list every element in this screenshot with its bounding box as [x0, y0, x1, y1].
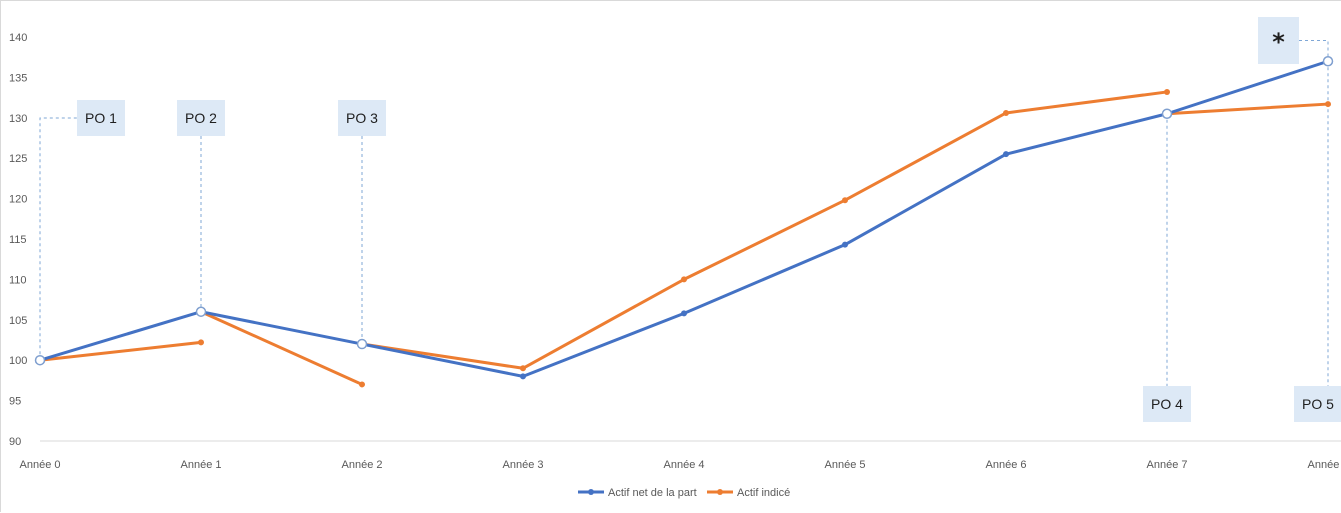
data-point-actif-indice: [359, 381, 365, 388]
po-label-box: [177, 100, 225, 136]
series-line-actif-indice: [38, 340, 203, 362]
data-point-actif-net: [842, 241, 848, 248]
x-tick-label: Année 8: [1308, 459, 1341, 471]
po-label-box: [1143, 386, 1191, 422]
x-tick-label: Année 5: [825, 459, 866, 471]
y-tick-label: 90: [9, 436, 21, 448]
y-tick-label: 95: [9, 396, 21, 408]
po-label: PO 2: [185, 110, 217, 126]
series-line-actif-indice: [1165, 102, 1330, 116]
data-point-actif-indice: [1164, 88, 1170, 95]
po-label-box: [77, 100, 125, 136]
x-tick-label: Année 2: [342, 459, 383, 471]
star-label-box: [1258, 17, 1299, 64]
po-leader-line: [39, 117, 77, 361]
x-tick-label: Année 7: [1147, 459, 1188, 471]
po-label: PO 5: [1302, 396, 1334, 412]
data-point-actif-net: [356, 338, 368, 350]
y-tick-label: 100: [9, 355, 27, 367]
po-label-box: [1294, 386, 1341, 422]
y-tick-label: 105: [9, 315, 27, 327]
data-point-actif-net: [1322, 55, 1334, 67]
data-point-actif-net: [195, 306, 207, 317]
legend-label: Actif indicé: [737, 487, 790, 499]
star-label: *: [1272, 28, 1285, 56]
data-point-actif-indice: [198, 339, 204, 346]
y-tick-label: 110: [9, 274, 27, 286]
data-point-actif-net: [520, 373, 526, 380]
series-line-actif-indice: [360, 90, 1169, 370]
y-tick-label: 125: [9, 153, 27, 165]
data-point-actif-indice: [842, 197, 848, 204]
y-tick-label: 135: [9, 72, 27, 84]
series-line-actif-net: [38, 59, 1330, 378]
po-label-box: [338, 100, 386, 136]
y-tick-label: 115: [9, 234, 27, 246]
data-point-actif-net: [681, 310, 687, 317]
data-point-actif-indice: [1325, 101, 1331, 108]
x-tick-label: Année 6: [986, 459, 1027, 471]
data-point-actif-indice: [520, 365, 526, 372]
data-point-actif-net: [1003, 151, 1009, 158]
data-point-actif-indice: [1003, 109, 1009, 116]
series-line-actif-indice: [199, 310, 364, 386]
y-tick-label: 130: [9, 113, 27, 125]
legend-marker: [717, 489, 723, 495]
legend-label: Actif net de la part: [608, 487, 697, 499]
po-label: PO 4: [1151, 396, 1183, 412]
data-point-actif-net: [1161, 108, 1173, 120]
x-tick-label: Année 4: [664, 459, 705, 471]
data-point-actif-net: [34, 354, 46, 366]
x-tick-label: Année 3: [503, 459, 544, 471]
data-point-actif-indice: [681, 276, 687, 283]
y-tick-label: 120: [9, 194, 27, 206]
star-leader-line: [1299, 40, 1329, 62]
x-tick-label: Année 0: [20, 459, 61, 471]
po-label: PO 1: [85, 110, 117, 126]
po-label: PO 3: [346, 110, 378, 126]
legend-marker: [588, 489, 594, 495]
x-tick-label: Année 1: [181, 459, 222, 471]
y-tick-label: 140: [9, 32, 27, 44]
